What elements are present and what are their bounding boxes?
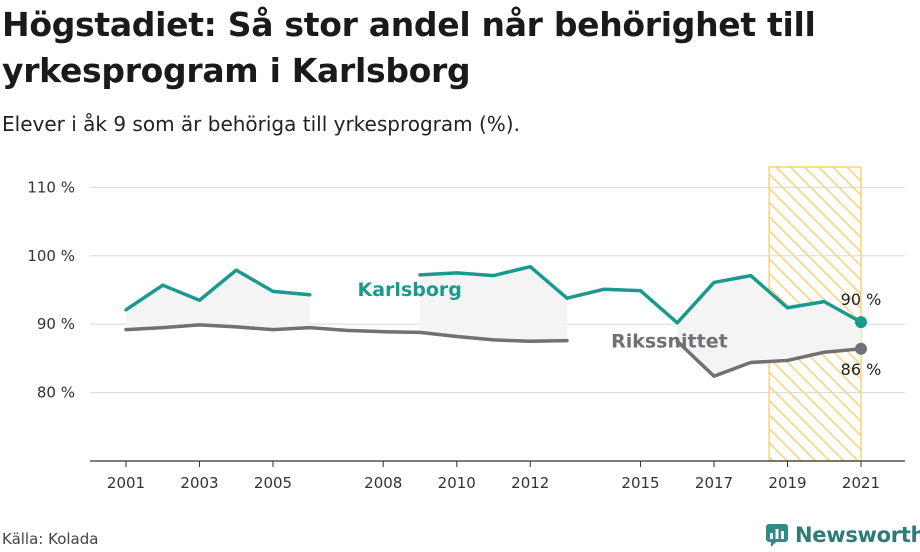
series-line-rikssnittet — [124, 323, 863, 378]
series-label-rikssnittet: Rikssnittet — [611, 331, 728, 353]
chart-subtitle: Elever i åk 9 som är behöriga till yrkes… — [2, 112, 520, 136]
x-tick-label: 2019 — [768, 474, 806, 492]
x-tick-label: 2021 — [842, 474, 880, 492]
series-line-karlsborg — [124, 264, 863, 325]
series-labels-layer: Karlsborg Rikssnittet 90 % 86 % — [358, 279, 882, 379]
gap-area — [126, 270, 310, 330]
y-tick-label: 90 % — [37, 315, 75, 333]
end-point-rikssnittet — [855, 342, 867, 355]
source-note: Källa: Kolada — [2, 530, 99, 548]
chart-title: Högstadiet: Så stor andel når behörighet… — [2, 5, 816, 90]
x-tick-label: 2003 — [180, 474, 218, 492]
x-tick-label: 2015 — [621, 474, 659, 492]
y-tick-label: 80 % — [37, 384, 75, 402]
y-tick-label: 110 % — [27, 178, 75, 196]
x-tick-label: 2012 — [511, 474, 549, 492]
x-tick-label: 2008 — [364, 474, 402, 492]
brand-name: Newsworthy — [795, 523, 920, 547]
x-tick-label: 2010 — [438, 474, 476, 492]
x-tick-label: 2017 — [695, 474, 733, 492]
x-axis: 2001 2003 2005 2008 2010 2012 2015 2017 2019 2021 — [90, 460, 905, 492]
y-tick-label: 100 % — [27, 247, 75, 265]
end-label-karlsborg: 90 % — [841, 290, 882, 309]
end-label-rikssnittet: 86 % — [841, 360, 882, 379]
y-axis-labels: 80 % 90 % 100 % 110 % — [27, 178, 75, 401]
x-tick-label: 2005 — [254, 474, 292, 492]
x-tick-label: 2001 — [107, 474, 145, 492]
series-label-karlsborg: Karlsborg — [358, 279, 462, 301]
series-layer — [124, 264, 867, 378]
gap-area — [420, 266, 567, 342]
gap-area-layer — [126, 266, 861, 377]
brand-logo: Newsworthy — [765, 519, 920, 551]
end-point-karlsborg — [855, 316, 867, 329]
gap-area — [677, 275, 861, 377]
newsworthy-logo-icon — [766, 524, 788, 547]
